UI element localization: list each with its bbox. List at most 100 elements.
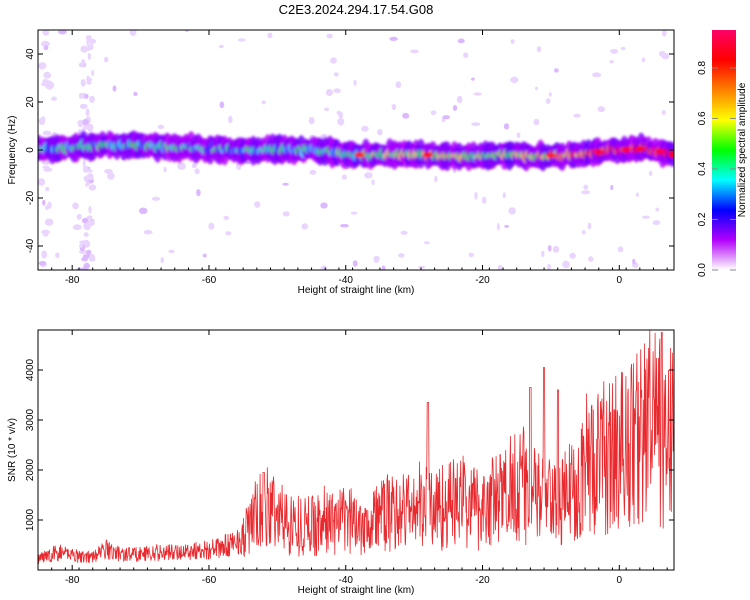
- speckle: [79, 240, 87, 244]
- speckle: [562, 260, 570, 269]
- speckle: [88, 205, 92, 214]
- spectrogram-xlabel: Height of straight line (km): [298, 285, 415, 296]
- speckle: [219, 101, 225, 109]
- snr-panel: -80 -60 -40 -20 0 1000 2000 3000 4000 Height of …: [7, 329, 675, 596]
- speckle: [430, 110, 437, 115]
- colorbar-tick-label: 0.2: [697, 212, 708, 226]
- speckle: [163, 166, 167, 173]
- speckle: [78, 129, 83, 133]
- speckle: [42, 199, 46, 206]
- speckle: [43, 71, 51, 79]
- ridge-peak: [655, 148, 666, 154]
- speckle: [218, 44, 224, 49]
- speckle: [84, 263, 90, 269]
- speckle: [352, 260, 358, 267]
- spectrogram-ylabel: Frequency (Hz): [7, 116, 18, 185]
- speckle: [326, 33, 333, 39]
- colorbar: 0.0 0.2 0.4 0.6 0.8 Normalized spectral ampl…: [697, 30, 748, 277]
- speckle: [554, 68, 559, 73]
- speckle: [208, 222, 215, 230]
- speckle: [104, 56, 109, 63]
- speckle: [434, 175, 438, 183]
- speckle: [442, 115, 451, 120]
- colorbar-ticks: 0.0 0.2 0.4 0.6 0.8: [697, 61, 736, 277]
- speckle: [474, 192, 478, 200]
- speckle: [395, 81, 402, 89]
- speckle: [535, 86, 538, 91]
- speckle: [588, 256, 594, 262]
- speckle: [510, 76, 519, 84]
- speckle: [504, 224, 509, 228]
- speckle: [320, 202, 328, 209]
- speckle: [652, 220, 661, 226]
- speckle: [81, 217, 89, 224]
- speckle: [581, 190, 591, 195]
- speckle: [641, 215, 651, 219]
- colorbar-tick-label: 0.8: [697, 61, 708, 75]
- speckle: [87, 219, 95, 227]
- speckle: [592, 72, 602, 78]
- speckle: [547, 245, 552, 252]
- speckle: [86, 123, 94, 132]
- speckle: [38, 117, 46, 126]
- snr-xlabel: Height of straight line (km): [298, 585, 415, 596]
- speckle: [89, 253, 95, 262]
- speckle: [398, 253, 405, 258]
- speckle: [38, 178, 46, 186]
- speckle: [86, 215, 93, 220]
- speckle: [87, 52, 92, 60]
- speckle: [91, 69, 95, 77]
- snr-marks: [38, 330, 674, 564]
- speckle: [84, 93, 89, 99]
- speckle: [452, 105, 458, 111]
- speckle: [353, 79, 357, 86]
- speckle: [320, 133, 328, 139]
- speckle: [78, 92, 83, 99]
- speckle: [468, 252, 474, 258]
- speckle: [324, 107, 330, 112]
- speckle: [89, 43, 94, 51]
- speckle: [42, 130, 52, 136]
- ridge-peak: [422, 152, 433, 158]
- speckle: [42, 30, 50, 36]
- speckle: [536, 46, 542, 53]
- speckle: [610, 48, 619, 54]
- speckle: [223, 215, 230, 220]
- speckle: [138, 207, 148, 215]
- speckle: [89, 38, 97, 44]
- x-tick-label: 0: [617, 575, 623, 586]
- speckle: [83, 232, 89, 237]
- speckle: [40, 40, 50, 48]
- speckle: [496, 222, 500, 231]
- speckle: [43, 45, 49, 51]
- speckle: [309, 169, 317, 175]
- y-tick-label: -40: [25, 238, 36, 253]
- spectrogram-ticks: -80 -60 -40 -20 0 -40 -20 0 20 40: [25, 30, 674, 286]
- speckle: [389, 36, 398, 42]
- y-tick-label: 4000: [25, 358, 36, 381]
- speckle: [202, 253, 207, 258]
- speckle: [456, 95, 463, 104]
- speckle: [597, 106, 605, 113]
- speckle: [508, 207, 516, 215]
- speckle: [610, 184, 614, 191]
- spectrogram-panel: -80 -60 -40 -20 0 -40 -20 0 20 40 Height of strai…: [7, 29, 675, 296]
- speckle: [44, 205, 49, 210]
- speckle: [418, 265, 426, 269]
- speckle: [471, 77, 475, 81]
- speckle: [463, 52, 469, 58]
- speckle: [648, 170, 653, 177]
- speckle: [78, 62, 85, 68]
- y-tick-label: 20: [25, 96, 36, 108]
- speckle: [503, 123, 510, 130]
- speckle: [160, 257, 164, 263]
- speckle: [107, 172, 115, 180]
- speckle: [196, 189, 201, 197]
- ridge-peak: [593, 149, 604, 155]
- speckle: [658, 50, 666, 57]
- speckle: [80, 79, 86, 87]
- y-tick-label: 0: [25, 147, 36, 153]
- x-tick-label: -60: [202, 275, 217, 286]
- speckle: [373, 257, 380, 263]
- speckle: [85, 35, 92, 41]
